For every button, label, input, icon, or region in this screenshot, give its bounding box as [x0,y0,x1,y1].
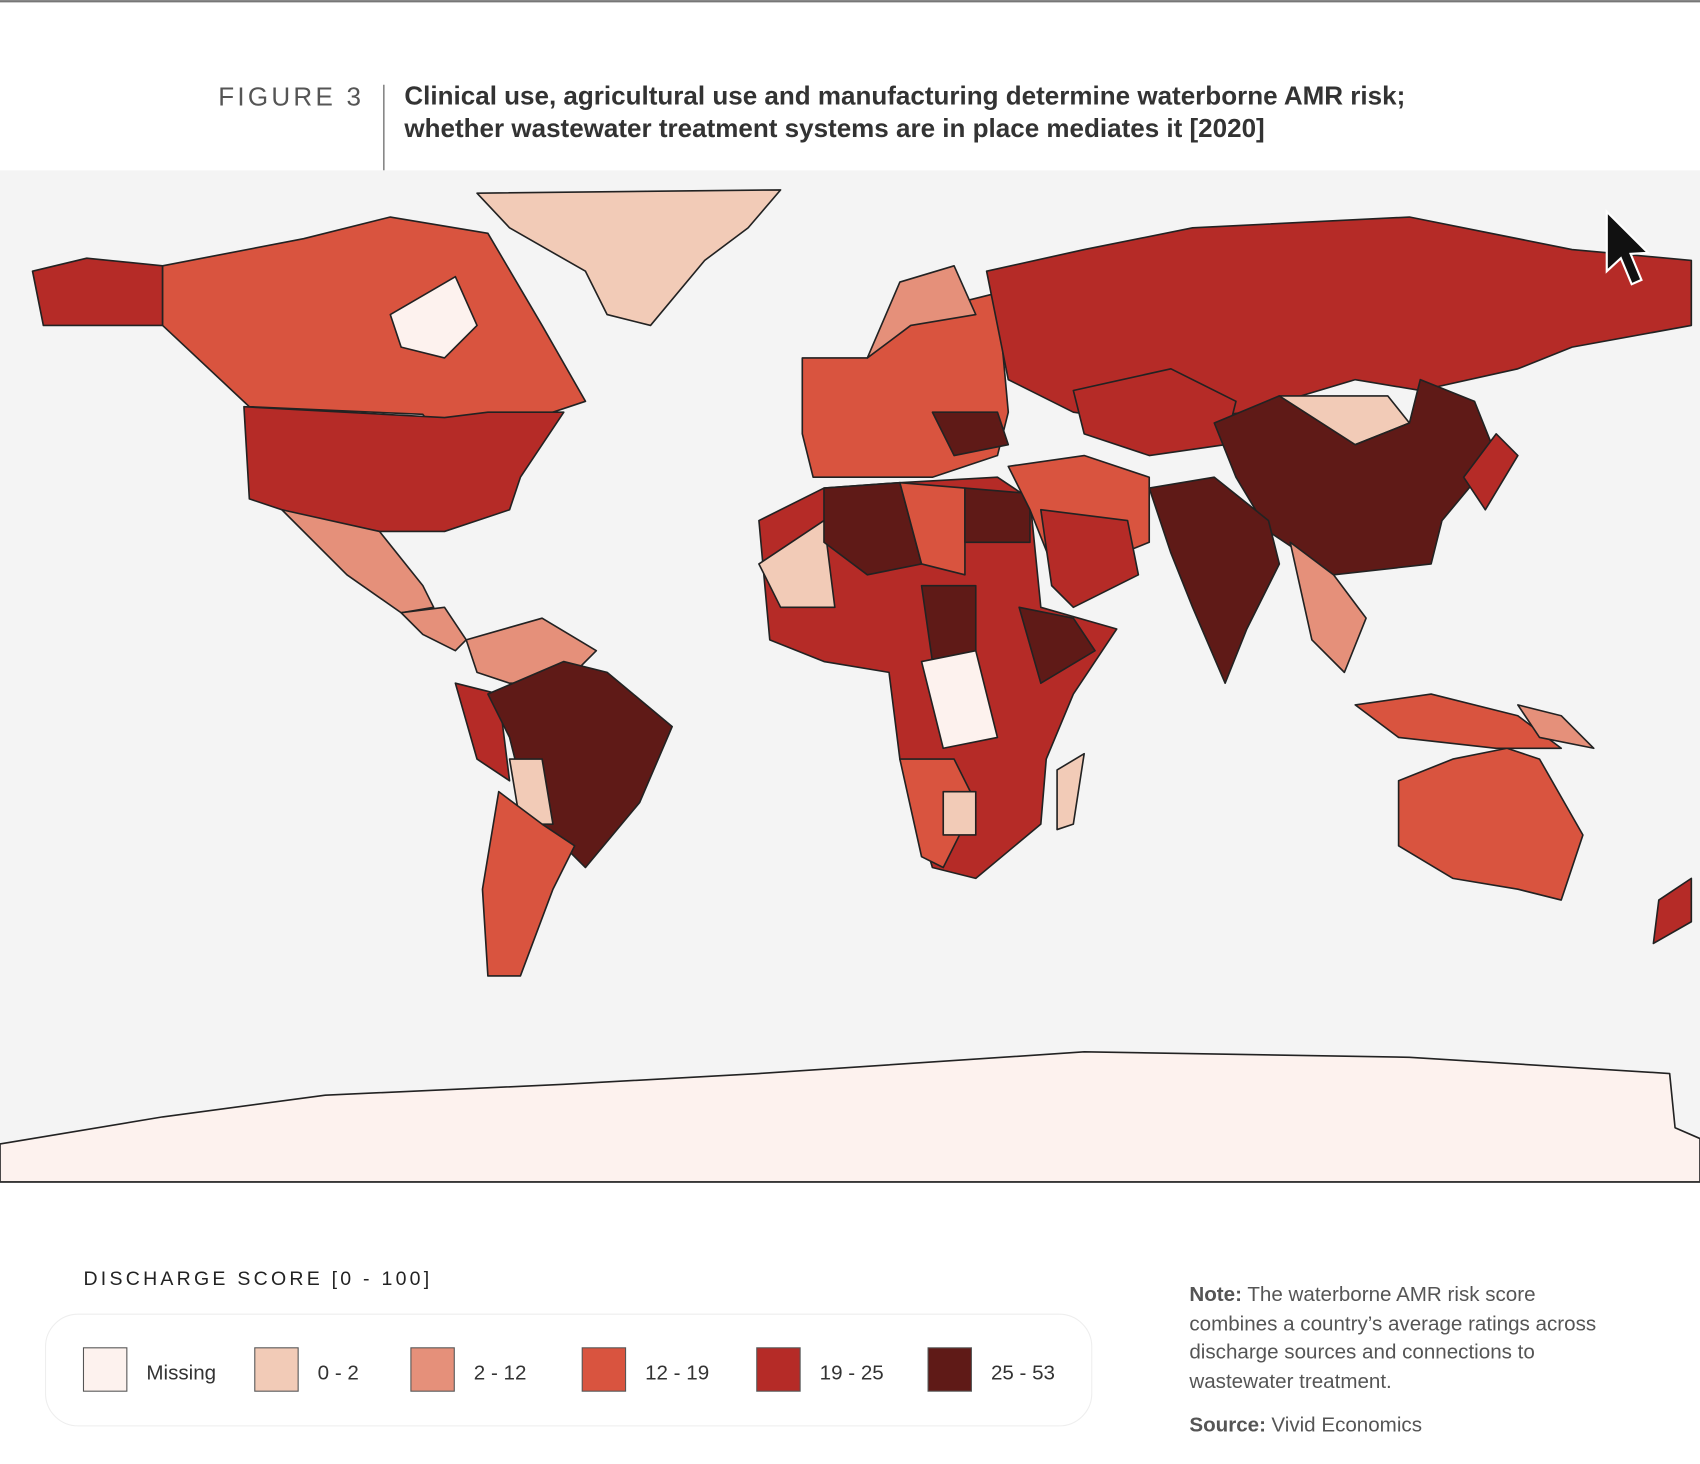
note-label: Note: [1189,1283,1242,1306]
cursor [1605,208,1651,286]
figure-label: FIGURE 3 [218,81,364,111]
legend-title: DISCHARGE SCORE [0 - 100] [83,1268,432,1290]
legend-label: 19 - 25 [820,1361,884,1384]
legend-box [44,1313,1093,1427]
legend-label: 2 - 12 [474,1361,527,1384]
legend-swatch [82,1347,128,1392]
country [1462,433,1519,511]
country [400,606,468,652]
note-line: combines a country’s average ratings acr… [1189,1312,1596,1335]
legend-swatch [756,1347,801,1392]
country [1040,508,1140,609]
note: Note: The waterborne AMR risk score combi… [1188,1283,1602,1393]
map [0,170,1700,1183]
source-label: Source: [1189,1413,1266,1436]
country [1354,693,1563,750]
title-line: whether wastewater treatment systems are… [403,113,1264,143]
legend-label: 25 - 53 [991,1361,1055,1384]
source: Source: Vivid Economics [1189,1413,1422,1436]
legend-swatch [254,1347,299,1392]
legend-label: Missing [146,1361,216,1384]
country [920,649,999,750]
country [964,487,1031,544]
country [0,1051,1700,1183]
legend-swatch [581,1347,627,1392]
note-line: The waterborne AMR risk score [1247,1283,1535,1306]
country [1397,747,1584,901]
country [1056,752,1085,831]
legend-label: 0 - 2 [318,1361,359,1384]
source-text: Vivid Economics [1271,1413,1422,1436]
country [1517,704,1595,750]
legend-label: 12 - 19 [645,1361,709,1384]
legend: Missing 0 - 2 2 - 12 12 - 19 19 - 25 25 - 53 [82,1347,1055,1392]
country [942,790,977,836]
country [1289,541,1367,674]
country [481,790,576,977]
country [31,257,164,327]
country [1652,877,1693,945]
country [1148,476,1281,685]
legend-swatch [410,1347,455,1392]
title-line: Clinical use, agricultural use and manuf… [404,80,1405,110]
note-line: wastewater treatment. [1188,1370,1391,1393]
country [899,481,966,576]
country [281,508,435,614]
country [389,275,478,359]
legend-swatch [927,1347,972,1392]
country [476,189,782,327]
note-line: discharge sources and connections to [1189,1341,1534,1364]
country [931,411,1010,457]
country [758,519,836,609]
country [1018,606,1096,685]
country [823,481,923,576]
country [866,264,977,359]
